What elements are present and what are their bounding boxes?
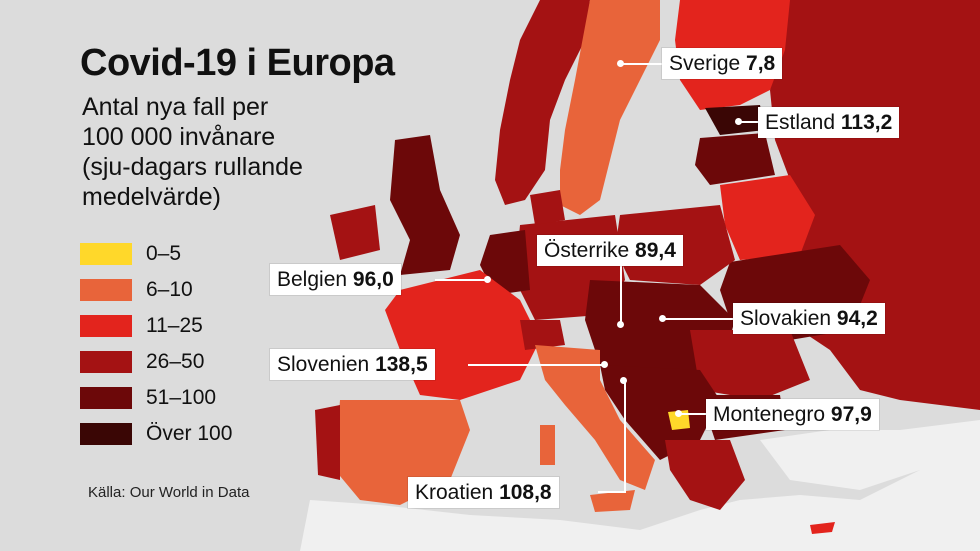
callout-value: 96,0 [352,268,394,291]
subtitle-line: Antal nya fall per [82,93,269,121]
leader-line [680,413,706,415]
callout-name: Slovenien [277,353,370,376]
callout-montenegro: Montenegro 97,9 [706,399,879,430]
country-sweden [560,0,660,215]
leader-dot [659,315,666,322]
callout-name: Montenegro [713,403,826,426]
map-subtitle: Antal nya fall per 100 000 invånare (sju… [82,92,392,212]
legend-swatch [80,315,132,337]
source-note: Källa: Our World in Data [88,484,250,501]
country-switzerland [520,320,565,350]
leader-dot [601,361,608,368]
legend-swatch [80,279,132,301]
legend-label: 26–50 [146,350,205,373]
country-romania [690,330,810,400]
callout-value: 108,8 [499,481,552,504]
leader-dot [620,377,627,384]
callout-sverige: Sverige 7,8 [662,48,783,79]
legend-label: 0–5 [146,242,182,265]
legend-item: 51–100 [80,380,232,416]
callout-name: Belgien [277,268,348,291]
leader-line [435,279,485,281]
legend-item: 11–25 [80,308,232,344]
island-cyprus [810,522,835,534]
country-greece [665,440,745,510]
country-denmark [530,190,565,225]
callout-name: Slovakien [740,307,832,330]
callout-name: Kroatien [415,481,494,504]
subtitle-line: medelvärde) [82,183,221,211]
callout-value: 97,9 [830,403,872,426]
callout-belgien: Belgien 96,0 [270,264,401,295]
callout-slovenien: Slovenien 138,5 [270,349,435,380]
legend-item: 6–10 [80,272,232,308]
leader-line [622,63,662,65]
africa-landmass [300,460,980,551]
country-benelux [480,230,530,295]
callout-kroatien: Kroatien 108,8 [408,477,559,508]
callout-osterrike: Österrike 89,4 [537,235,683,266]
legend-swatch [80,423,132,445]
leader-dot [617,321,624,328]
callout-name: Österrike [544,239,630,262]
callout-value: 7,8 [746,52,776,75]
leader-dot [617,60,624,67]
callout-value: 138,5 [375,353,428,376]
leader-dot [484,276,491,283]
leader-line [598,491,626,493]
map-title: Covid-19 i Europa [80,42,395,84]
legend-label: Över 100 [146,422,233,445]
callout-value: 94,2 [836,307,878,330]
callout-name: Sverige [669,52,741,75]
leader-dot [675,410,682,417]
subtitle-line: 100 000 invånare [82,123,276,151]
country-norway [495,0,590,205]
leader-line [620,264,622,324]
country-portugal [315,405,340,480]
callout-value: 113,2 [840,111,893,134]
legend: 0–5 6–10 11–25 26–50 51–100 Över 100 [80,236,232,452]
country-belarus [720,175,815,260]
legend-swatch [80,243,132,265]
island-sardinia [540,425,555,465]
turkey-landmass [760,420,980,490]
country-ireland [330,205,380,260]
legend-item: 0–5 [80,236,232,272]
country-balkans [600,365,720,460]
leader-line [740,121,760,123]
callout-estland: Estland 113,2 [758,107,900,138]
legend-label: 6–10 [146,278,193,301]
country-baltics [695,133,775,185]
leader-dot [735,118,742,125]
leader-line [468,364,603,366]
island-sicily [590,490,635,512]
legend-item: Över 100 [80,416,232,452]
legend-swatch [80,387,132,409]
country-montenegro [668,410,690,430]
callout-slovakien: Slovakien 94,2 [733,303,885,334]
callout-value: 89,4 [635,239,676,262]
leader-line [624,380,626,492]
legend-label: 51–100 [146,386,217,409]
leader-line [664,318,734,320]
country-uk [390,135,460,275]
legend-swatch [80,351,132,373]
legend-item: 26–50 [80,344,232,380]
callout-name: Estland [765,111,836,134]
legend-label: 11–25 [146,314,203,337]
subtitle-line: (sju-dagars rullande [82,153,303,181]
